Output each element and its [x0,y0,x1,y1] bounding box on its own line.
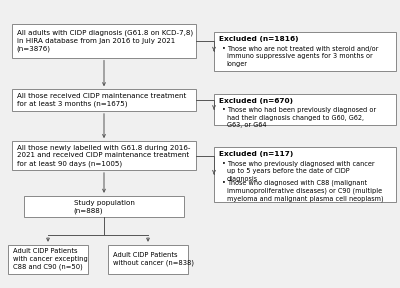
Text: Excluded (n=670): Excluded (n=670) [219,98,293,104]
Text: All those newly labelled with G61.8 during 2016-
2021 and received CIDP maintena: All those newly labelled with G61.8 duri… [17,145,190,166]
Bar [214,94,396,125]
Text: Excluded (n=1816): Excluded (n=1816) [219,36,299,42]
Text: Those who diagnosed with C88 (malignant
immunoproliferative diseases) or C90 (mu: Those who diagnosed with C88 (malignant … [227,180,383,202]
Text: Adult CIDP Patients
without cancer (n=838): Adult CIDP Patients without cancer (n=83… [113,252,194,266]
Text: Those who are not treated with steroid and/or
immuno suppressive agents for 3 mo: Those who are not treated with steroid a… [227,46,378,67]
Text: All adults with CIDP diagnosis (G61.8 on KCD-7,8)
in HIRA database from Jan 2016: All adults with CIDP diagnosis (G61.8 on… [17,30,193,52]
Bar [214,147,396,202]
Text: Those who previously diagnosed with cancer
up to 5 years before the date of CIDP: Those who previously diagnosed with canc… [227,161,374,182]
Text: Those who had been previously diagnosed or
had their diagnosis changed to G60, G: Those who had been previously diagnosed … [227,107,376,128]
Bar [12,89,196,111]
Text: •: • [222,161,226,167]
Bar [8,245,88,274]
Text: •: • [222,180,226,186]
Text: Study population
(n=888): Study population (n=888) [74,200,134,214]
Text: •: • [222,107,226,113]
Bar [12,24,196,58]
Bar [24,196,184,217]
Bar [214,32,396,71]
Text: •: • [222,46,226,52]
Text: Excluded (n=117): Excluded (n=117) [219,151,294,158]
Bar [108,245,188,274]
Text: Adult CIDP Patients
with cancer excepting
C88 and C90 (n=50): Adult CIDP Patients with cancer exceptin… [13,248,88,270]
Bar [12,141,196,170]
Text: All those received CIDP maintenance treatment
for at least 3 months (n=1675): All those received CIDP maintenance trea… [17,93,186,107]
